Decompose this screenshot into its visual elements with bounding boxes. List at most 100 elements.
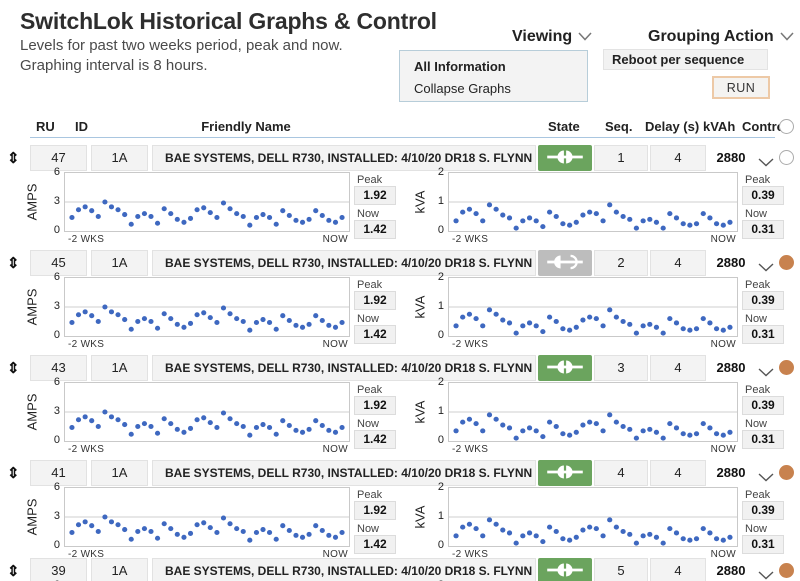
seq-cell: 5 [594,558,648,581]
grouping-action-dropdown[interactable]: Grouping Action [648,28,794,46]
amps-now-value: 1.42 [354,325,396,344]
kva-tick-mid: 1 [437,195,444,207]
friendly-name-cell: BAE SYSTEMS, DELL R730, INSTALLED: 4/10/… [152,355,536,381]
plug-disconnected-icon [545,252,585,275]
kva-tick-mid: 1 [437,300,444,312]
kva-now-label: Now [745,313,768,325]
amps-xaxis-start-label: -2 WKS [68,339,105,350]
collapse-row-chevron-icon[interactable] [758,364,774,382]
control-indicator[interactable] [779,465,794,480]
state-toggle[interactable] [538,558,592,581]
collapse-row-chevron-icon[interactable] [758,154,774,172]
amps-peak-label: Peak [357,384,383,396]
column-header-ru: RU [36,119,55,134]
friendly-name-cell: BAE SYSTEMS, DELL R730, INSTALLED: 4/10/… [152,145,536,171]
kva-xaxis-start-label: -2 WKS [452,339,489,350]
drag-handle-icon[interactable]: ⇕ [7,563,20,580]
column-header-control: Control [742,119,789,134]
ru-cell: 43 [30,355,87,381]
amps-tick-bottom: 0 [53,539,60,551]
delay-cell: 4 [650,250,706,276]
plug-connected-icon [545,462,585,485]
kva-now-value: 0.31 [742,220,784,239]
amps-xaxis-end-label: NOW [322,339,348,350]
friendly-name-cell: BAE SYSTEMS, DELL R730, INSTALLED: 4/10/… [152,250,536,276]
kva-tick-bottom: 0 [437,329,444,341]
amps-tick-mid: 3 [53,510,60,522]
state-toggle[interactable] [538,250,592,276]
ru-cell: 41 [30,460,87,486]
device-row: ⇕ 41 1A BAE SYSTEMS, DELL R730, INSTALLE… [0,460,800,565]
seq-cell: 3 [594,355,648,381]
amps-scatter-chart [64,277,350,337]
ru-cell: 47 [30,145,87,171]
amps-xaxis-end-label: NOW [322,549,348,560]
viewing-option-collapse-graphs[interactable]: Collapse Graphs [414,81,511,96]
amps-tick-bottom: 0 [53,224,60,236]
amps-peak-value: 1.92 [354,186,396,205]
delay-cell: 4 [650,460,706,486]
control-indicator[interactable] [779,150,794,165]
state-toggle[interactable] [538,460,592,486]
column-header-id: ID [75,119,88,134]
run-button[interactable]: RUN [712,76,770,99]
kva-peak-value: 0.39 [742,291,784,310]
viewing-dropdown-label: Viewing [512,28,573,46]
control-indicator[interactable] [779,563,794,578]
id-cell: 1A [91,355,148,381]
amps-xaxis-start-label: -2 WKS [68,444,105,455]
plug-connected-icon [545,147,585,170]
kvah-value: 2880 [716,360,746,375]
kva-peak-label: Peak [745,174,771,186]
kva-xaxis-end-label: NOW [710,444,736,455]
amps-tick-top: 6 [53,166,60,178]
kva-xaxis-end-label: NOW [710,339,736,350]
state-toggle[interactable] [538,355,592,381]
amps-now-value: 1.42 [354,220,396,239]
amps-xaxis-start-label: -2 WKS [68,234,105,245]
grouping-action-value[interactable]: Reboot per sequence [603,49,768,70]
viewing-menu: All Information Collapse Graphs [399,50,588,102]
amps-peak-value: 1.92 [354,291,396,310]
page-subtitle-line2: Graphing interval is 8 hours. [20,57,208,74]
amps-tick-top: 6 [44,579,60,581]
amps-axis-label: AMPS [24,288,40,326]
column-header-state: State [548,119,580,134]
kva-now-value: 0.31 [742,325,784,344]
collapse-row-chevron-icon[interactable] [758,469,774,487]
control-indicator[interactable] [779,255,794,270]
amps-scatter-chart [64,487,350,547]
state-toggle[interactable] [538,145,592,171]
device-row: ⇕ 39 1A BAE SYSTEMS, DELL R730, INSTALLE… [0,558,800,581]
kva-peak-label: Peak [745,384,771,396]
amps-axis-label: AMPS [24,498,40,536]
amps-now-label: Now [357,418,380,430]
kva-now-label: Now [745,523,768,535]
delay-cell: 4 [650,558,706,581]
drag-handle-icon[interactable]: ⇕ [7,150,20,167]
collapse-row-chevron-icon[interactable] [758,259,774,277]
kva-scatter-chart [448,277,738,337]
drag-handle-icon[interactable]: ⇕ [7,465,20,482]
amps-tick-top: 6 [53,376,60,388]
id-cell: 1A [91,558,148,581]
kva-tick-bottom: 0 [437,539,444,551]
viewing-option-all-information[interactable]: All Information [414,59,506,74]
page-subtitle-line1: Levels for past two weeks period, peak a… [20,37,343,54]
collapse-row-chevron-icon[interactable] [758,567,774,581]
select-all-radio[interactable] [779,119,794,134]
grouping-action-label: Grouping Action [648,28,774,46]
amps-peak-label: Peak [357,279,383,291]
amps-xaxis-end-label: NOW [322,234,348,245]
kva-tick-top: 2 [437,166,444,178]
kva-tick-mid: 1 [437,510,444,522]
kva-tick-bottom: 0 [437,224,444,236]
drag-handle-icon[interactable]: ⇕ [7,360,20,377]
kva-peak-label: Peak [745,489,771,501]
drag-handle-icon[interactable]: ⇕ [7,255,20,272]
kva-xaxis-start-label: -2 WKS [452,549,489,560]
viewing-dropdown[interactable]: Viewing [512,28,592,46]
control-indicator[interactable] [779,360,794,375]
delay-cell: 4 [650,145,706,171]
